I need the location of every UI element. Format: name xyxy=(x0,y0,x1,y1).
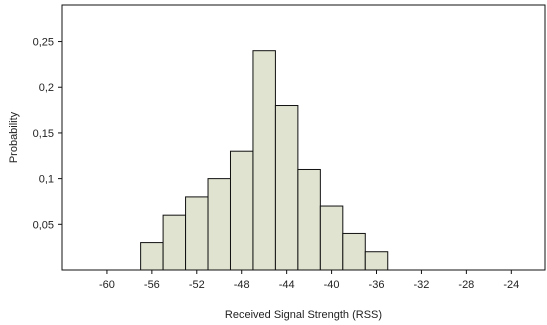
y-tick-label: 0,1 xyxy=(39,174,54,186)
bar-0 xyxy=(140,242,164,271)
x-ticks: -60 -56 -52 -48 -44 -40 -36 -32 -28 -24 xyxy=(99,270,519,291)
x-tick-label: -36 xyxy=(369,279,385,291)
bar-5 xyxy=(252,50,276,271)
x-tick-label: -28 xyxy=(458,279,474,291)
bar-10 xyxy=(364,251,389,271)
bar-1 xyxy=(162,214,187,271)
bar-9 xyxy=(342,232,366,271)
bar-2 xyxy=(185,196,209,271)
x-tick-label: -32 xyxy=(413,279,429,291)
y-tick-label: 0,15 xyxy=(33,128,54,140)
y-ticks: 0,05 0,1 0,15 0,2 0,25 xyxy=(33,37,62,231)
bar-7 xyxy=(297,168,321,271)
x-axis-title: Received Signal Strength (RSS) xyxy=(225,309,382,321)
bars-group xyxy=(140,50,389,271)
x-tick-label: -60 xyxy=(99,279,115,291)
bar-4 xyxy=(229,150,254,271)
x-tick-label: -56 xyxy=(144,279,160,291)
x-tick-label: -48 xyxy=(234,279,250,291)
bar-3 xyxy=(207,178,231,271)
x-tick-label: -52 xyxy=(189,279,205,291)
bar-8 xyxy=(319,205,344,271)
y-tick-label: 0,2 xyxy=(39,82,54,94)
x-tick-label: -44 xyxy=(279,279,295,291)
x-tick-label: -24 xyxy=(503,279,519,291)
y-tick-label: 0,05 xyxy=(33,219,54,231)
y-axis-title: Probability xyxy=(8,111,20,163)
y-tick-label: 0,25 xyxy=(33,37,54,49)
plot-frame xyxy=(61,4,546,271)
x-tick-label: -40 xyxy=(324,279,340,291)
bar-6 xyxy=(274,105,299,271)
